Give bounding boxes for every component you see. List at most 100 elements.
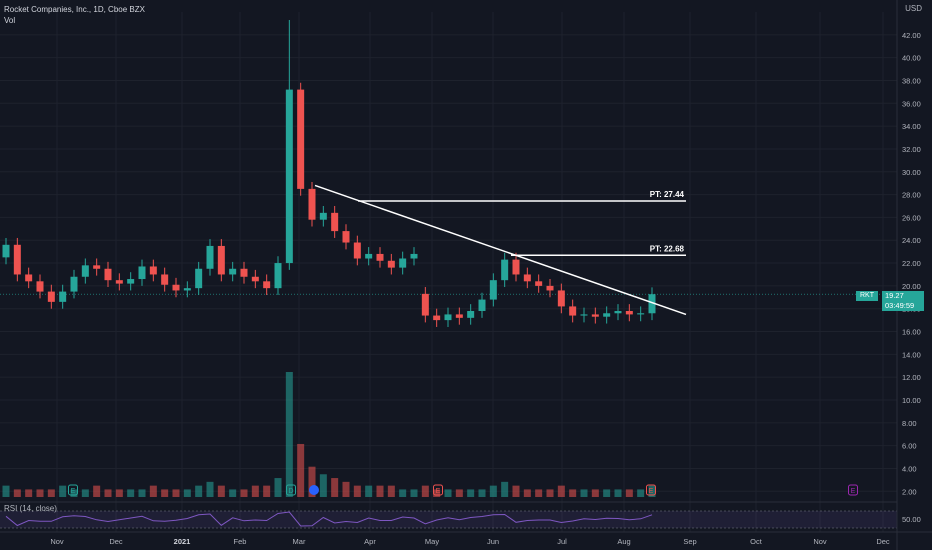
candle-body bbox=[274, 263, 282, 289]
volume-bar bbox=[331, 478, 339, 497]
time-tick-label: Jun bbox=[487, 537, 499, 546]
candle-body bbox=[25, 274, 33, 282]
price-tick-label: 36.00 bbox=[902, 99, 921, 108]
volume-bar bbox=[297, 443, 305, 497]
volume-bar bbox=[603, 489, 611, 497]
volume-bar bbox=[501, 481, 509, 497]
volume-bar bbox=[70, 489, 78, 497]
chart-title: Rocket Companies, Inc., 1D, Cboe BZX bbox=[4, 5, 145, 14]
volume-bar bbox=[399, 489, 407, 497]
symbol-badge: RKT bbox=[856, 291, 878, 301]
candle-body bbox=[501, 259, 509, 281]
candle-body bbox=[149, 266, 157, 275]
grid-lines bbox=[0, 12, 897, 532]
volume-bar bbox=[93, 485, 101, 497]
volume-bar bbox=[535, 489, 543, 497]
volume-bar bbox=[523, 489, 531, 497]
price-tick-label: 14.00 bbox=[902, 350, 921, 359]
candle-body bbox=[161, 274, 169, 285]
volume-bar bbox=[546, 489, 554, 497]
time-tick-label: Dec bbox=[109, 537, 123, 546]
price-tick-label: 10.00 bbox=[902, 396, 921, 405]
volume-bar bbox=[580, 489, 588, 497]
event-marker-label: D bbox=[288, 488, 293, 495]
candle-body bbox=[93, 265, 101, 269]
price-tick-label: 38.00 bbox=[902, 76, 921, 85]
rsi-pane bbox=[0, 501, 897, 529]
candle-body bbox=[444, 314, 452, 321]
price-target-label: PT: 27.44 bbox=[650, 190, 685, 199]
candle-body bbox=[603, 313, 611, 317]
candle-body bbox=[183, 288, 191, 291]
candle-body bbox=[455, 314, 463, 318]
event-marker[interactable] bbox=[433, 484, 443, 496]
rsi-line bbox=[5, 511, 653, 527]
bar-countdown: 03:49:59 bbox=[885, 301, 915, 310]
volume-bar bbox=[229, 489, 237, 497]
dividend-marker[interactable] bbox=[309, 485, 319, 495]
volume-bar bbox=[478, 489, 486, 497]
candle-body bbox=[342, 231, 350, 243]
volume-bar bbox=[59, 485, 67, 497]
volume-bar bbox=[195, 485, 203, 497]
candle-body bbox=[467, 310, 475, 318]
candle-body bbox=[365, 253, 373, 259]
volume-bar bbox=[115, 489, 123, 497]
price-tick-label: 28.00 bbox=[902, 191, 921, 200]
price-tick-label: 8.00 bbox=[902, 419, 917, 428]
event-marker[interactable] bbox=[646, 484, 656, 496]
price-tick-label: 22.00 bbox=[902, 259, 921, 268]
volume-bar bbox=[365, 485, 373, 497]
candle-body bbox=[376, 253, 384, 261]
candle-body bbox=[591, 314, 599, 317]
candle-body bbox=[138, 266, 146, 280]
volume-bar bbox=[47, 489, 55, 497]
price-tick-label: 24.00 bbox=[902, 236, 921, 245]
last-price-tag: RKT 19.27 03:49:59 bbox=[856, 291, 924, 311]
rsi-legend: RSI (14, close) bbox=[4, 504, 57, 513]
candle-body bbox=[433, 315, 441, 321]
candle-body bbox=[251, 276, 259, 282]
volume-bar bbox=[410, 489, 418, 497]
volume-bar bbox=[149, 485, 157, 497]
event-marker-label: E bbox=[71, 488, 76, 495]
volume-bar bbox=[455, 489, 463, 497]
time-tick-label: Oct bbox=[750, 537, 763, 546]
volume-bar bbox=[648, 485, 656, 497]
time-tick-label: Jul bbox=[557, 537, 567, 546]
volume-bar bbox=[274, 478, 282, 497]
time-tick-label: 2021 bbox=[174, 537, 191, 546]
volume-bar bbox=[217, 485, 225, 497]
volume-bar bbox=[263, 485, 271, 497]
event-marker[interactable] bbox=[68, 484, 78, 496]
volume-bar bbox=[591, 489, 599, 497]
volume-bar bbox=[240, 489, 248, 497]
volume-bar bbox=[36, 489, 44, 497]
candle-body bbox=[421, 293, 429, 316]
volume-bar bbox=[285, 372, 293, 497]
volume-bar bbox=[433, 489, 441, 497]
price-tick-label: 20.00 bbox=[902, 282, 921, 291]
rsi-band bbox=[0, 511, 897, 528]
volume-bar bbox=[569, 489, 577, 497]
event-marker[interactable] bbox=[286, 484, 296, 496]
volume-bar bbox=[206, 481, 214, 497]
volume-bar bbox=[625, 489, 633, 497]
candle-body bbox=[512, 259, 520, 275]
time-tick-label: Sep bbox=[683, 537, 696, 546]
last-price: 19.27 bbox=[885, 291, 904, 300]
trendline[interactable] bbox=[314, 184, 687, 316]
price-tick-label: 26.00 bbox=[902, 213, 921, 222]
volume-bar bbox=[319, 474, 327, 497]
price-tick-label: 2.00 bbox=[902, 487, 917, 496]
candle-body bbox=[569, 306, 577, 316]
candle-body bbox=[70, 276, 78, 292]
candle-body bbox=[637, 313, 645, 315]
price-tick-label: 32.00 bbox=[902, 145, 921, 154]
event-marker[interactable] bbox=[848, 484, 858, 496]
currency-label[interactable]: USD bbox=[905, 4, 922, 13]
candle-body bbox=[331, 212, 339, 232]
candle-body bbox=[319, 212, 327, 220]
